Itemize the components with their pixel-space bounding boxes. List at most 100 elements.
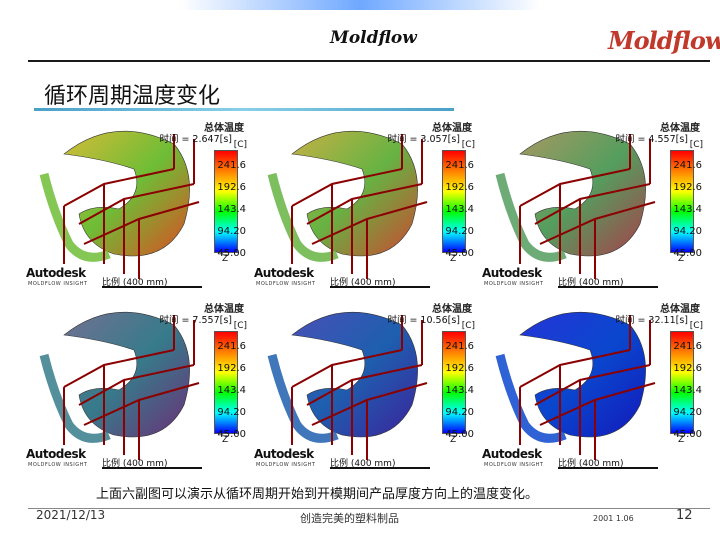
part-flange bbox=[267, 353, 339, 443]
part-shell bbox=[63, 311, 190, 438]
result-panel: 总体温度 时间 = 10.56[s] [C] 241.6 192.6 143.4 94.20… bbox=[252, 295, 478, 476]
unit-label: [C] bbox=[689, 140, 703, 150]
part-model bbox=[267, 130, 428, 279]
scale-tick-label: 192.6 bbox=[673, 363, 702, 374]
scale-bar bbox=[330, 467, 430, 469]
scale-bar-label: 比例 (400 mm) bbox=[102, 459, 168, 469]
cooling-channels bbox=[519, 134, 656, 279]
moldflow-logo-text: Moldflow bbox=[608, 26, 720, 55]
time-label: 时间 = 3.057[s] bbox=[387, 134, 460, 145]
page-number: 12 bbox=[676, 508, 693, 523]
color-scale bbox=[670, 150, 694, 253]
autodesk-logo: Autodesk bbox=[482, 266, 542, 280]
scale-bar-label: 比例 (400 mm) bbox=[558, 459, 624, 469]
unit-label: [C] bbox=[233, 140, 247, 150]
time-label: 时间 = 4.557[s] bbox=[615, 134, 688, 145]
scale-bar-label: 比例 (400 mm) bbox=[330, 278, 396, 288]
axis-indicator: Z bbox=[222, 254, 229, 264]
result-panel: 总体温度 时间 = 3.057[s] [C] 241.6 192.6 143.4 94.20… bbox=[252, 114, 478, 295]
part-shell bbox=[291, 130, 418, 257]
scale-tick-label: 94.20 bbox=[673, 226, 702, 237]
scale-bar-label: 比例 (400 mm) bbox=[558, 278, 624, 288]
scale-tick-label: 192.6 bbox=[445, 363, 474, 374]
autodesk-logo: Autodesk bbox=[254, 266, 314, 280]
unit-label: [C] bbox=[461, 321, 475, 331]
axis-indicator: Z bbox=[450, 435, 457, 445]
autodesk-subtitle: MOLDFLOW INSIGHT bbox=[484, 281, 544, 287]
part-model bbox=[267, 311, 428, 460]
footer-date: 2021/12/13 bbox=[36, 508, 106, 522]
scale-bar-label: 比例 (400 mm) bbox=[102, 278, 168, 288]
scale-tick-label: 143.4 bbox=[445, 385, 474, 396]
scale-bar bbox=[558, 467, 658, 469]
scale-tick-label: 192.6 bbox=[217, 182, 246, 193]
header-brand: Moldflow bbox=[330, 28, 417, 48]
scale-bar bbox=[330, 286, 430, 288]
part-flange bbox=[495, 353, 567, 443]
scale-tick-label: 45.00 bbox=[217, 429, 246, 440]
footer-divider bbox=[28, 508, 710, 509]
part-flange bbox=[39, 172, 111, 262]
color-scale bbox=[442, 150, 466, 253]
title-underline bbox=[34, 108, 454, 111]
part-shell bbox=[291, 311, 418, 438]
scale-tick-label: 241.6 bbox=[673, 341, 702, 352]
axis-indicator: Z bbox=[222, 435, 229, 445]
scale-tick-label: 192.6 bbox=[445, 182, 474, 193]
autodesk-logo: Autodesk bbox=[26, 266, 86, 280]
cooling-channels bbox=[291, 315, 428, 460]
axis-indicator: Z bbox=[450, 254, 457, 264]
part-shell bbox=[63, 130, 190, 257]
scale-bar bbox=[102, 467, 202, 469]
autodesk-subtitle: MOLDFLOW INSIGHT bbox=[256, 281, 316, 287]
autodesk-subtitle: MOLDFLOW INSIGHT bbox=[484, 462, 544, 468]
legend-title: 总体温度 bbox=[660, 304, 700, 315]
scale-tick-label: 241.6 bbox=[217, 341, 246, 352]
unit-label: [C] bbox=[461, 140, 475, 150]
color-scale bbox=[214, 150, 238, 253]
scale-tick-label: 192.6 bbox=[217, 363, 246, 374]
part-model bbox=[495, 130, 656, 279]
header-divider bbox=[28, 60, 710, 62]
scale-tick-label: 241.6 bbox=[445, 160, 474, 171]
unit-label: [C] bbox=[233, 321, 247, 331]
legend-title: 总体温度 bbox=[432, 304, 472, 315]
scale-tick-label: 143.4 bbox=[217, 385, 246, 396]
scale-tick-label: 94.20 bbox=[217, 226, 246, 237]
cooling-channels bbox=[291, 134, 428, 279]
axis-indicator: Z bbox=[678, 435, 685, 445]
color-scale bbox=[442, 331, 466, 434]
autodesk-logo: Autodesk bbox=[254, 447, 314, 461]
scale-tick-label: 45.00 bbox=[673, 429, 702, 440]
scale-tick-label: 241.6 bbox=[217, 160, 246, 171]
footer-slogan: 创造完美的塑料制品 bbox=[300, 512, 399, 525]
result-panel: 总体温度 时间 = 4.557[s] [C] 241.6 192.6 143.4 94.20… bbox=[480, 114, 706, 295]
part-shell bbox=[519, 130, 646, 257]
cooling-channels bbox=[63, 315, 200, 460]
scale-bar-label: 比例 (400 mm) bbox=[330, 459, 396, 469]
color-scale bbox=[670, 331, 694, 434]
time-label: 时间 = 2.647[s] bbox=[159, 134, 232, 145]
cooling-channels bbox=[63, 134, 200, 279]
page-title: 循环周期温度变化 bbox=[44, 84, 221, 109]
scale-tick-label: 45.00 bbox=[673, 248, 702, 259]
autodesk-subtitle: MOLDFLOW INSIGHT bbox=[28, 281, 88, 287]
legend-title: 总体温度 bbox=[432, 123, 472, 134]
scale-bar bbox=[558, 286, 658, 288]
scale-tick-label: 45.00 bbox=[445, 248, 474, 259]
unit-label: [C] bbox=[689, 321, 703, 331]
scale-tick-label: 241.6 bbox=[673, 160, 702, 171]
color-scale bbox=[214, 331, 238, 434]
autodesk-logo: Autodesk bbox=[26, 447, 86, 461]
scale-tick-label: 94.20 bbox=[445, 407, 474, 418]
scale-tick-label: 241.6 bbox=[445, 341, 474, 352]
legend-title: 总体温度 bbox=[204, 304, 244, 315]
cooling-channels bbox=[519, 315, 656, 460]
part-model bbox=[39, 130, 200, 279]
scale-tick-label: 94.20 bbox=[673, 407, 702, 418]
scale-tick-label: 143.4 bbox=[217, 204, 246, 215]
scale-tick-label: 94.20 bbox=[445, 226, 474, 237]
time-label: 时间 = 32.11[s] bbox=[615, 315, 688, 326]
scale-bar bbox=[102, 286, 202, 288]
part-model bbox=[495, 311, 656, 460]
